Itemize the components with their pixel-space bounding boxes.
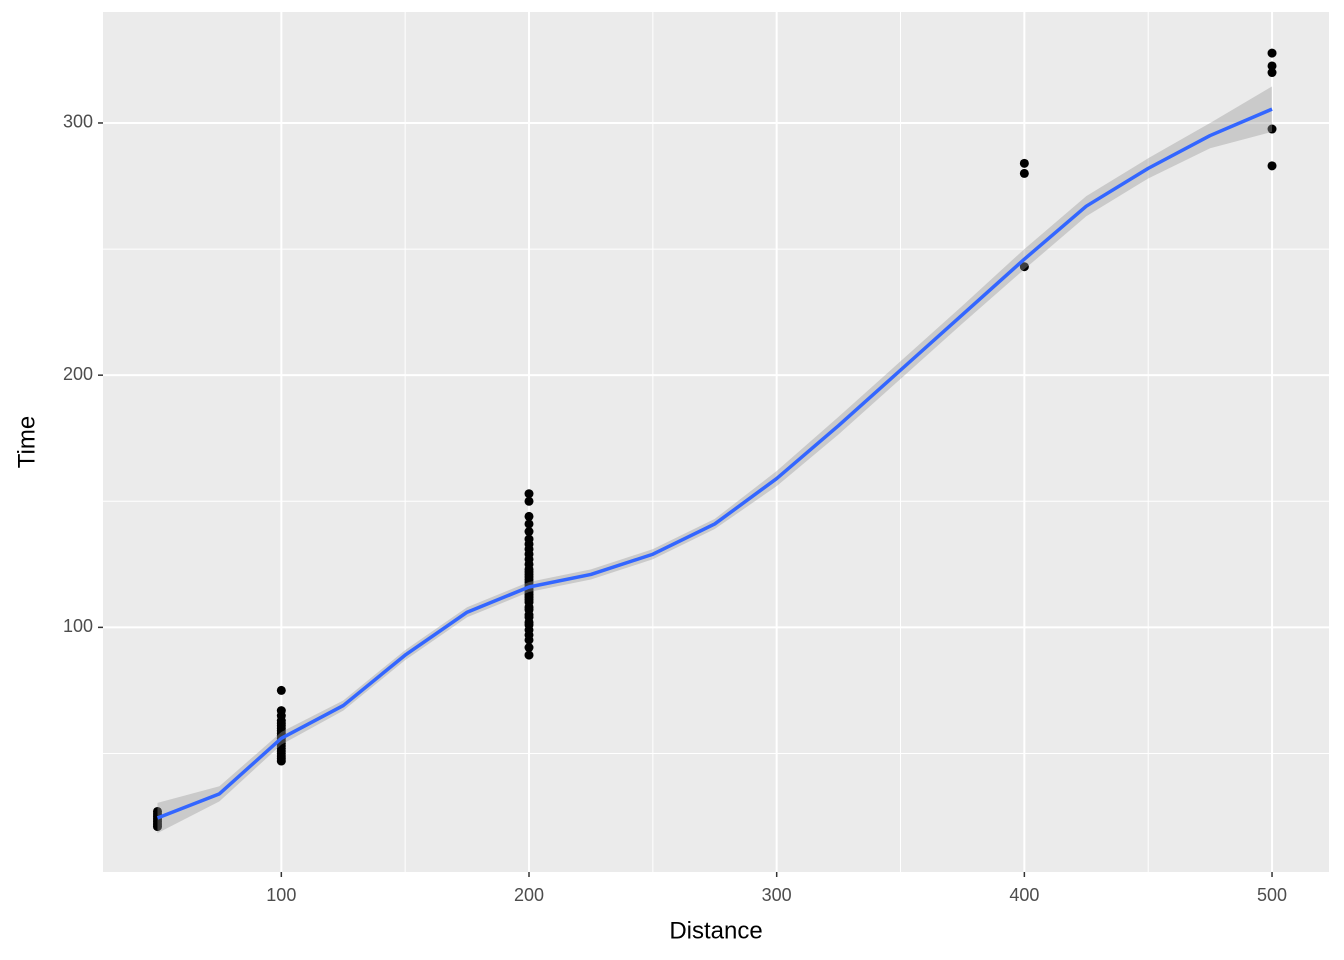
point	[1267, 48, 1277, 58]
point	[1267, 161, 1277, 171]
panel	[103, 12, 1329, 872]
point	[524, 643, 534, 653]
point	[1019, 168, 1029, 178]
point	[276, 685, 286, 695]
point	[1019, 262, 1029, 272]
x-axis-title: Distance	[669, 917, 762, 944]
point	[524, 534, 534, 544]
x-tick-label: 500	[1257, 885, 1287, 905]
x-tick-label: 300	[762, 885, 792, 905]
point	[524, 489, 534, 499]
point	[524, 519, 534, 529]
smooth-line	[156, 107, 1273, 820]
y-axis-title: Time	[13, 416, 40, 468]
point	[276, 706, 286, 716]
x-tick-label: 100	[266, 885, 296, 905]
y-tick-label: 100	[63, 616, 93, 636]
point	[1267, 124, 1277, 134]
point	[524, 511, 534, 521]
point	[152, 806, 162, 816]
y-tick-label: 300	[63, 112, 93, 132]
point	[1019, 158, 1029, 168]
y-tick-label: 200	[63, 364, 93, 384]
point	[1267, 61, 1277, 71]
point	[524, 496, 534, 506]
point	[1267, 68, 1277, 78]
x-tick-label: 400	[1009, 885, 1039, 905]
point	[524, 650, 534, 660]
point	[524, 527, 534, 537]
x-tick-label: 200	[514, 885, 544, 905]
